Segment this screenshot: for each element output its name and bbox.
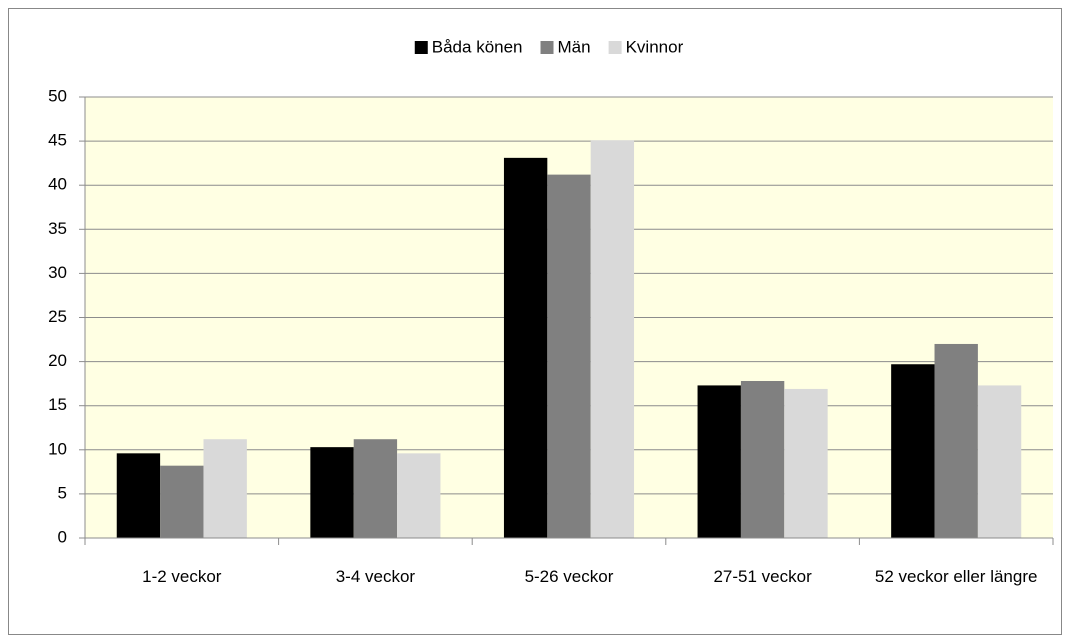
bar: [160, 465, 204, 538]
bar: [353, 439, 398, 538]
bar: [784, 388, 828, 538]
y-tick-label: 0: [58, 527, 67, 546]
bar: [590, 140, 635, 538]
y-tick-label: 50: [48, 86, 67, 105]
bar: [503, 157, 548, 538]
legend-swatch: [540, 41, 554, 54]
bar: [934, 343, 978, 538]
y-tick-label: 45: [48, 131, 67, 150]
legend-label: Män: [558, 37, 591, 56]
bar: [203, 439, 247, 538]
y-tick-label: 20: [48, 351, 67, 370]
bar: [891, 364, 935, 538]
legend-label: Båda könen: [432, 37, 523, 56]
x-tick-label: 5-26 veckor: [524, 567, 614, 586]
bar: [740, 381, 785, 538]
y-tick-label: 30: [48, 263, 67, 282]
legend-swatch: [414, 41, 428, 54]
bar: [116, 453, 161, 538]
x-tick-label: 27-51 veckor: [713, 567, 812, 586]
bar: [697, 385, 741, 538]
y-tick-label: 15: [48, 395, 67, 414]
bar: [310, 447, 354, 538]
x-tick-label: 1-2 veckor: [142, 567, 222, 586]
x-tick-label: 3-4 veckor: [335, 567, 416, 586]
bar: [977, 385, 1022, 538]
x-tick-label: 52 veckor eller längre: [874, 567, 1038, 586]
y-tick-label: 40: [48, 175, 67, 194]
legend-swatch: [608, 41, 622, 54]
y-tick-label: 35: [48, 219, 67, 238]
y-tick-label: 25: [48, 307, 67, 326]
legend-label: Kvinnor: [626, 37, 684, 56]
y-tick-label: 5: [58, 483, 67, 502]
y-tick-label: 10: [48, 439, 67, 458]
bar: [547, 174, 591, 538]
bar: [397, 453, 441, 538]
